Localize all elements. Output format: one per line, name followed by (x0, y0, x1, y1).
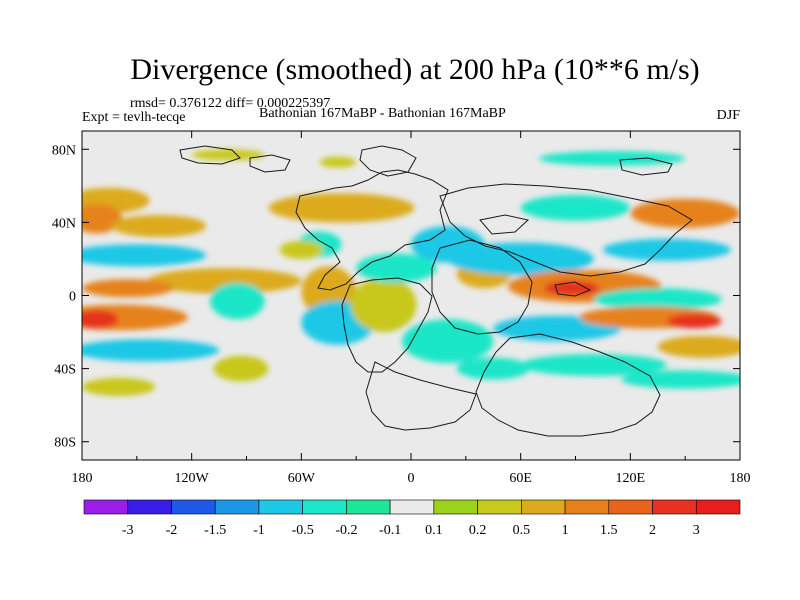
y-tick-label: 40S (54, 363, 76, 378)
colorbar: -3 -2 -1.5 -1 -0.5 -0.2 -0.1 0.1 0.2 0.5 1 1.5 2 3 (83, 499, 741, 538)
colorbar-box-14 (695, 499, 741, 515)
colorbar-label: 0.2 (469, 523, 487, 538)
field-feature-25 (544, 280, 600, 296)
colorbar-label: -0.5 (292, 523, 314, 538)
colorbar-box-8 (433, 499, 478, 515)
colorbar-box-6 (346, 499, 391, 515)
colorbar-box-7 (389, 499, 435, 515)
field-feature-13 (279, 240, 324, 259)
colorbar-label: 1.5 (600, 523, 618, 538)
season-subtitle: DJF (716, 108, 740, 123)
colorbar-label: 2 (649, 523, 656, 538)
field-feature-28 (630, 198, 740, 228)
y-tick-label: 80N (52, 143, 76, 158)
field-feature-27 (520, 195, 631, 221)
coastlines (179, 145, 693, 437)
colorbar-box-2 (171, 499, 216, 515)
colorbar-label: 1 (562, 523, 569, 538)
x-tick-label: 120E (616, 471, 646, 486)
field-feature-3 (82, 244, 207, 267)
field-feature-35 (621, 370, 740, 389)
chart-title: Divergence (smoothed) at 200 hPa (10**6 … (130, 53, 700, 86)
field-feature-14 (268, 193, 415, 223)
colorbar-label: 0.1 (425, 523, 443, 538)
field-feature-21 (447, 242, 594, 276)
field-feature-17 (350, 277, 417, 332)
x-tick-label: 180 (72, 471, 93, 486)
colorbar-box-11 (564, 499, 610, 515)
field-feature-33 (520, 354, 667, 376)
field-feature-6 (82, 304, 189, 331)
field-feature-11 (210, 282, 265, 320)
field-feature-29 (602, 238, 731, 261)
x-tick-label: 180 (730, 471, 751, 486)
field-feature-8 (82, 339, 220, 362)
y-tick-label: 80S (54, 436, 76, 451)
x-tick-label: 0 (408, 471, 415, 486)
colorbar-box-13 (652, 499, 697, 515)
colorbar-label: 0.5 (513, 523, 531, 538)
field-feature-32 (666, 313, 722, 329)
colorbar-label: 3 (693, 523, 700, 538)
colorbar-box-5 (302, 499, 347, 515)
divergence-field (82, 149, 740, 396)
colorbar-box-1 (127, 499, 172, 515)
colorbar-label: -0.1 (379, 523, 401, 538)
stats-subtitle: rmsd= 0.376122 diff= 0.000225397 (130, 96, 331, 111)
x-axis: 180 120W 60W 0 60E 120E 180 (72, 131, 751, 486)
field-feature-2 (111, 215, 207, 237)
field-feature-9 (82, 377, 156, 396)
field-feature-22 (401, 319, 494, 364)
colorbar-box-0 (83, 499, 129, 515)
y-tick-label: 40N (52, 216, 76, 231)
field-feature-5 (82, 279, 174, 298)
experiment-subtitle: Expt = tevlh-tecqe (82, 110, 186, 125)
y-tick-label: 0 (69, 290, 76, 305)
field-feature-23 (456, 357, 530, 380)
runs-subtitle: Bathonian 167MaBP - Bathonian 167MaBP (259, 106, 506, 121)
field-feature-36 (539, 151, 686, 166)
field-feature-4 (147, 268, 302, 294)
field-feature-7 (82, 310, 119, 329)
colorbar-box-9 (477, 499, 522, 515)
colorbar-label: -2 (166, 523, 178, 538)
field-feature-10 (213, 355, 269, 382)
field-feature-30 (593, 288, 722, 311)
colorbar-box-12 (608, 499, 653, 515)
colorbar-label: -1 (253, 523, 265, 538)
colorbar-box-3 (214, 499, 260, 515)
colorbar-box-10 (521, 499, 566, 515)
colorbar-label: -0.2 (335, 523, 357, 538)
field-feature-37 (191, 149, 265, 161)
colorbar-label: -3 (122, 523, 134, 538)
field-feature-34 (657, 335, 740, 358)
x-tick-label: 120W (175, 471, 210, 486)
y-axis: 80N 40N 0 40S 80S (52, 143, 740, 451)
x-tick-label: 60E (509, 471, 532, 486)
field-feature-38 (319, 156, 357, 168)
x-tick-label: 60W (288, 471, 316, 486)
colorbar-box-4 (258, 499, 303, 515)
colorbar-label: -1.5 (204, 523, 226, 538)
